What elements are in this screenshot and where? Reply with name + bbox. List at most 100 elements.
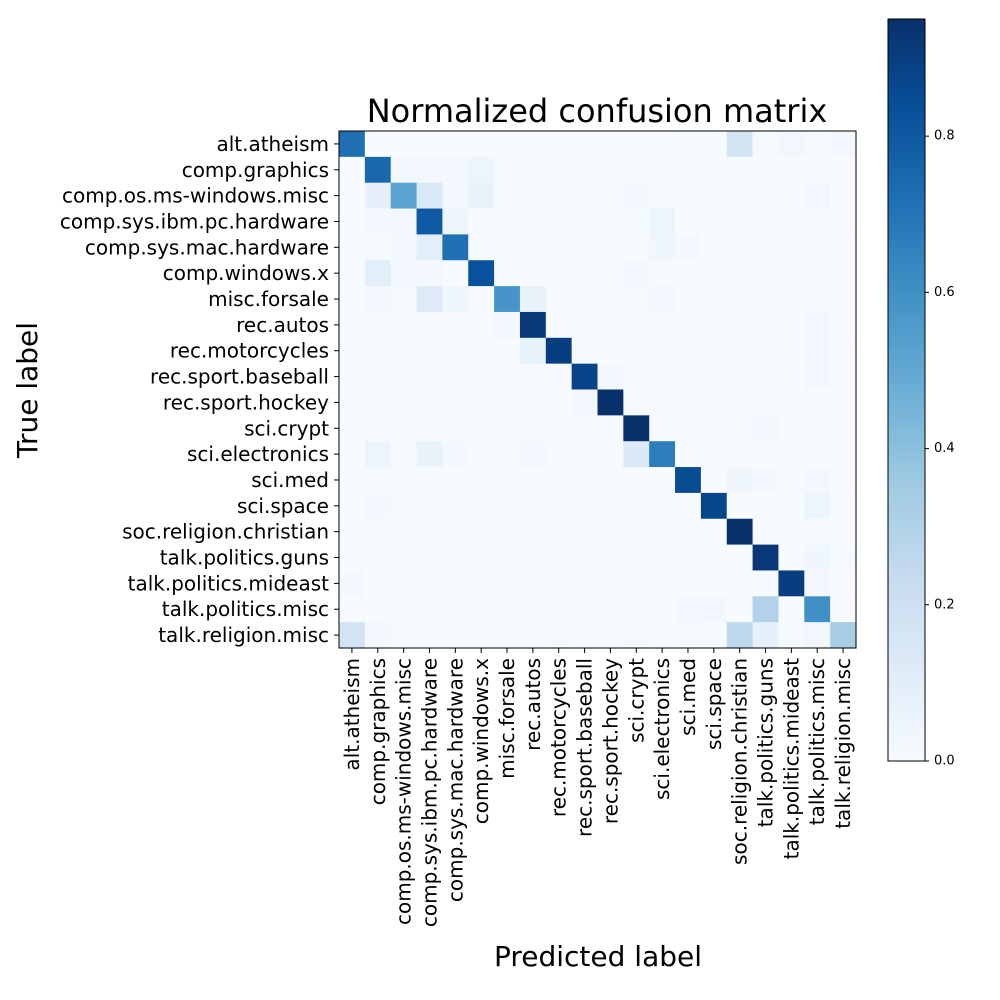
heatmap-cell — [752, 492, 780, 520]
heatmap-cell — [752, 208, 780, 235]
heatmap-cell — [390, 415, 418, 442]
heatmap-cell — [778, 518, 805, 546]
heatmap-cell — [442, 208, 469, 235]
heatmap-cell — [700, 260, 728, 287]
heatmap-cell — [416, 570, 443, 597]
heatmap-cell — [752, 234, 780, 261]
heatmap-cell — [830, 544, 857, 572]
colorbar-tick-label: 0.8 — [934, 129, 955, 144]
heatmap-cell — [804, 286, 831, 313]
heatmap-cell — [804, 518, 831, 546]
heatmap-cell — [726, 234, 754, 261]
x-tick-label: comp.os.ms-windows.misc — [392, 658, 416, 925]
heatmap-cell — [339, 131, 366, 158]
heatmap-cell — [778, 260, 805, 287]
heatmap-cell — [752, 467, 780, 494]
heatmap-cell — [416, 260, 443, 287]
heatmap-cell — [364, 337, 392, 365]
heatmap-cell — [726, 467, 754, 494]
heatmap-cell — [700, 208, 728, 235]
heatmap-cell — [649, 518, 676, 546]
heatmap-cell — [778, 389, 805, 416]
heatmap-cell — [494, 286, 521, 313]
heatmap-cell — [545, 570, 573, 597]
heatmap-cell — [830, 596, 857, 623]
heatmap-cell — [623, 570, 650, 597]
heatmap-cell — [700, 131, 728, 158]
heatmap-cell — [364, 311, 392, 339]
heatmap-cell — [442, 260, 469, 287]
heatmap-cell — [649, 234, 676, 261]
heatmap-cell — [519, 415, 547, 442]
heatmap-cell — [545, 363, 573, 391]
heatmap-cell — [752, 131, 780, 158]
heatmap-cell — [830, 518, 857, 546]
heatmap-cell — [597, 182, 624, 210]
colorbar-frame — [887, 18, 926, 762]
heatmap-cell — [726, 337, 754, 365]
heatmap-cell — [339, 208, 366, 235]
heatmap-cell — [726, 415, 754, 442]
heatmap-cell — [494, 622, 521, 649]
heatmap-cell — [390, 596, 418, 623]
heatmap-cell — [675, 311, 702, 339]
heatmap-cell — [545, 182, 573, 210]
heatmap-cell — [468, 518, 495, 546]
x-tick-label: sci.electronics — [650, 658, 674, 800]
heatmap-cell — [390, 518, 418, 546]
heatmap-cell — [597, 441, 624, 468]
heatmap-cell — [597, 131, 624, 158]
heatmap-cell — [390, 311, 418, 339]
heatmap-cell — [752, 260, 780, 287]
heatmap-cell — [364, 441, 392, 468]
heatmap-cell — [364, 156, 392, 184]
heatmap-cell — [830, 622, 857, 649]
heatmap-cell — [519, 544, 547, 572]
y-tick-label: misc.forsale — [208, 287, 329, 311]
heatmap-cell — [468, 156, 495, 184]
heatmap-cell — [700, 415, 728, 442]
heatmap-cell — [545, 208, 573, 235]
heatmap-cell — [597, 286, 624, 313]
heatmap-cell — [700, 570, 728, 597]
heatmap-cell — [519, 311, 547, 339]
heatmap-cell — [416, 389, 443, 416]
heatmap-cell — [364, 622, 392, 649]
heatmap-cell — [804, 415, 831, 442]
heatmap-cell — [571, 544, 599, 572]
heatmap-cell — [571, 518, 599, 546]
heatmap-cell — [752, 363, 780, 391]
heatmap-cell — [804, 596, 831, 623]
heatmap-cell — [675, 622, 702, 649]
heatmap-cell — [571, 260, 599, 287]
heatmap-cell — [545, 441, 573, 468]
y-tick-label: rec.sport.baseball — [150, 365, 329, 389]
heatmap-cell — [804, 208, 831, 235]
x-tick-label: rec.sport.baseball — [573, 658, 597, 837]
heatmap-cell — [468, 182, 495, 210]
x-tick-label: talk.politics.guns — [754, 658, 778, 827]
heatmap-cell — [830, 182, 857, 210]
heatmap-cell — [571, 389, 599, 416]
heatmap-cell — [778, 337, 805, 365]
heatmap-cell — [339, 544, 366, 572]
heatmap-cell — [675, 131, 702, 158]
heatmap-cell — [468, 596, 495, 623]
heatmap-cell — [416, 622, 443, 649]
heatmap-cell — [364, 131, 392, 158]
heatmap-cell — [752, 544, 780, 572]
heatmap-cell — [339, 156, 366, 184]
heatmap-cell — [519, 596, 547, 623]
x-tick-label: alt.atheism — [340, 658, 364, 771]
heatmap-cell — [339, 337, 366, 365]
heatmap-cell — [649, 337, 676, 365]
heatmap-cell — [700, 467, 728, 494]
heatmap-cell — [571, 467, 599, 494]
heatmap-cell — [675, 544, 702, 572]
heatmap-cell — [675, 260, 702, 287]
heatmap-cell — [364, 208, 392, 235]
heatmap-cell — [752, 596, 780, 623]
heatmap-cell — [700, 363, 728, 391]
heatmap-cell — [804, 260, 831, 287]
heatmap-cell — [778, 467, 805, 494]
